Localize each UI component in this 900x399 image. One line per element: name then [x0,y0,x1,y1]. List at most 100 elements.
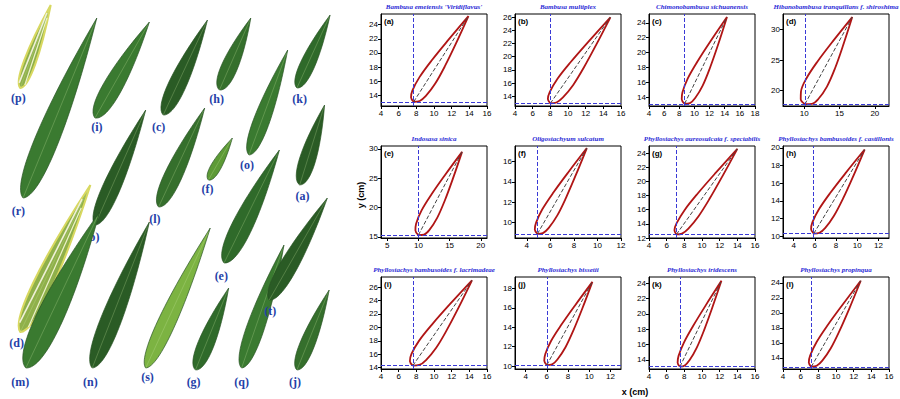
svg-text:14: 14 [771,196,780,205]
svg-text:16: 16 [369,77,378,86]
svg-text:16: 16 [751,372,760,381]
svg-text:(q): (q) [234,375,249,389]
svg-text:4: 4 [647,241,652,250]
svg-text:Bambusa multiplex: Bambusa multiplex [539,3,597,11]
svg-text:(o): (o) [240,158,254,172]
svg-text:6: 6 [662,109,667,118]
svg-text:22: 22 [637,294,646,303]
svg-text:(j): (j) [289,375,301,389]
svg-text:8: 8 [816,372,821,381]
svg-text:12: 12 [637,234,646,243]
svg-text:4: 4 [513,109,518,118]
svg-text:8: 8 [834,241,839,250]
svg-text:16: 16 [637,340,646,349]
svg-text:12: 12 [874,241,883,250]
svg-text:16: 16 [617,109,626,118]
svg-text:4: 4 [647,372,652,381]
svg-text:14: 14 [637,219,646,228]
svg-text:16: 16 [885,372,894,381]
svg-text:4: 4 [791,241,796,250]
svg-text:20: 20 [369,48,378,57]
svg-text:24: 24 [637,279,646,288]
svg-text:22: 22 [369,309,378,318]
svg-text:20: 20 [771,308,780,317]
svg-text:Hibanobambusa tranquillans f.: Hibanobambusa tranquillans f. shiroshima [773,3,899,11]
svg-text:(f): (f) [201,182,213,196]
svg-text:x (cm): x (cm) [622,387,649,397]
svg-text:10: 10 [800,109,809,118]
svg-text:(f): (f) [518,149,526,158]
svg-text:(k): (k) [292,92,307,106]
svg-text:8: 8 [572,241,577,250]
svg-text:14: 14 [599,109,608,118]
svg-text:15: 15 [445,241,454,250]
svg-text:4: 4 [523,372,528,381]
svg-text:(k): (k) [652,280,662,289]
svg-text:4: 4 [525,241,530,250]
svg-text:12: 12 [715,372,724,381]
svg-text:14: 14 [637,93,646,102]
svg-text:(m): (m) [11,375,29,389]
svg-text:6: 6 [813,241,818,250]
svg-text:16: 16 [637,205,646,214]
svg-text:4: 4 [781,372,786,381]
svg-text:10: 10 [593,241,602,250]
svg-text:(i): (i) [384,280,392,289]
svg-text:14: 14 [733,241,742,250]
svg-text:15: 15 [369,232,378,241]
svg-text:16: 16 [503,303,512,312]
svg-text:20: 20 [637,309,646,318]
svg-text:12: 12 [447,109,456,118]
svg-text:Chimonobambusa sichuanensis: Chimonobambusa sichuanensis [656,3,748,11]
svg-text:26: 26 [503,13,512,22]
svg-text:10: 10 [698,372,707,381]
svg-text:18: 18 [503,284,512,293]
svg-text:(j): (j) [518,280,526,289]
svg-text:16: 16 [483,109,492,118]
svg-text:22: 22 [771,293,780,302]
svg-text:20: 20 [771,86,780,95]
svg-text:6: 6 [664,241,669,250]
svg-text:24: 24 [637,149,646,158]
svg-text:(a): (a) [295,189,309,203]
svg-text:16: 16 [483,372,492,381]
svg-text:10: 10 [853,241,862,250]
svg-text:14: 14 [369,91,378,100]
svg-text:18: 18 [637,325,646,334]
svg-text:(t): (t) [264,304,276,318]
svg-text:6: 6 [664,372,669,381]
svg-text:(a): (a) [384,17,394,26]
svg-text:Indosasa sinica: Indosasa sinica [411,135,457,143]
svg-text:22: 22 [369,34,378,43]
svg-text:18: 18 [637,63,646,72]
svg-text:16: 16 [503,79,512,88]
svg-text:14: 14 [465,372,474,381]
svg-text:14: 14 [503,323,512,332]
svg-text:8: 8 [414,372,419,381]
svg-text:20: 20 [369,323,378,332]
svg-text:(e): (e) [384,149,394,158]
svg-text:14: 14 [637,355,646,364]
svg-text:30: 30 [771,25,780,34]
svg-text:14: 14 [867,372,876,381]
svg-text:4: 4 [379,372,384,381]
svg-text:(b): (b) [518,17,529,26]
svg-text:12: 12 [503,342,512,351]
svg-text:16: 16 [771,179,780,188]
svg-text:24: 24 [369,296,378,305]
svg-text:22: 22 [637,33,646,42]
svg-text:10: 10 [503,362,512,371]
svg-text:22: 22 [637,163,646,172]
svg-text:10: 10 [698,241,707,250]
svg-text:4: 4 [647,109,652,118]
svg-text:10: 10 [503,218,512,227]
svg-text:12: 12 [447,372,456,381]
svg-text:6: 6 [545,372,550,381]
svg-text:18: 18 [771,161,780,170]
svg-text:y (cm): y (cm) [356,182,366,209]
svg-text:24: 24 [369,20,378,29]
svg-text:8: 8 [566,372,571,381]
svg-text:Bambusa emeiensis 'Viridiflavu: Bambusa emeiensis 'Viridiflavus' [385,3,483,11]
svg-text:6: 6 [396,109,401,118]
svg-text:20: 20 [637,48,646,57]
